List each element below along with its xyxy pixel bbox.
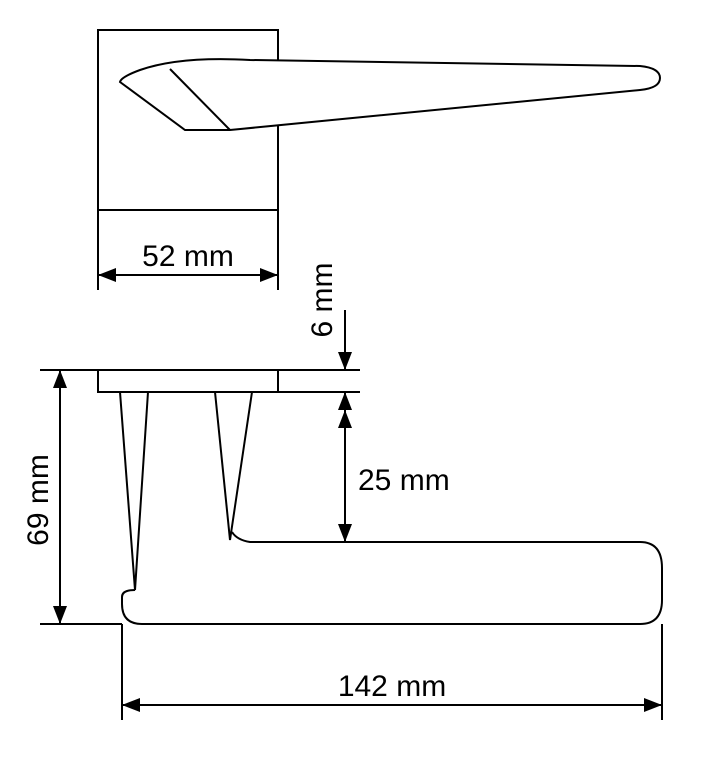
label-69: 69 mm bbox=[22, 454, 55, 546]
drawing-canvas: 52 mm 6 mm 25 mm 69 mm bbox=[0, 0, 722, 779]
dim-25: 25 mm bbox=[278, 410, 450, 542]
dim-142: 142 mm bbox=[122, 624, 662, 720]
label-142: 142 mm bbox=[338, 670, 446, 703]
dim-6: 6 mm bbox=[278, 263, 360, 451]
label-6: 6 mm bbox=[306, 263, 339, 338]
dim-69: 69 mm bbox=[22, 370, 122, 624]
dim-52: 52 mm bbox=[98, 210, 278, 290]
top-view bbox=[98, 30, 660, 210]
side-view bbox=[98, 370, 662, 624]
label-25: 25 mm bbox=[358, 464, 450, 497]
label-52: 52 mm bbox=[142, 240, 234, 273]
